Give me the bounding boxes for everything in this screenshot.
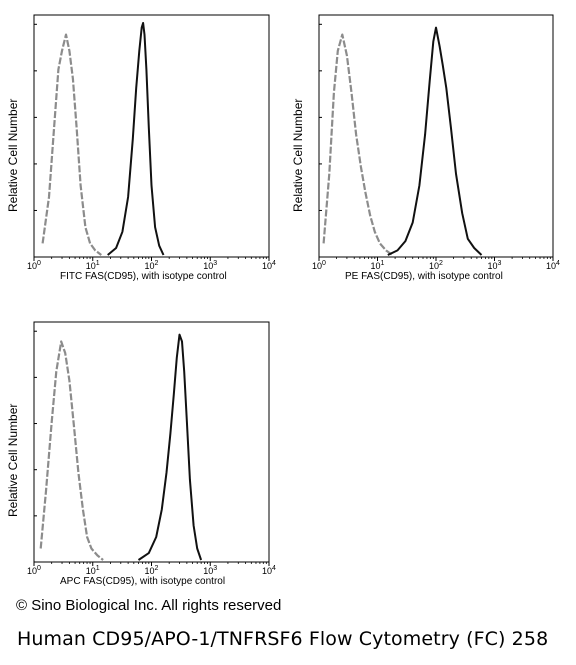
x-tick-base: 10 bbox=[27, 566, 38, 576]
fas-cd95-histogram bbox=[107, 22, 165, 256]
isotype-control-histogram bbox=[39, 340, 104, 561]
x-tick-exponent: 2 bbox=[439, 260, 443, 267]
x-tick-label: 103 bbox=[488, 260, 502, 271]
chart-panel-1 bbox=[33, 14, 270, 261]
x-tick-label: 104 bbox=[262, 260, 276, 271]
x-tick-base: 10 bbox=[203, 261, 214, 271]
x-tick-base: 10 bbox=[203, 566, 214, 576]
x-tick-label: 101 bbox=[371, 260, 385, 271]
fas-cd95-histogram bbox=[387, 26, 483, 256]
x-tick-base: 10 bbox=[144, 261, 155, 271]
x-tick-exponent: 2 bbox=[154, 260, 159, 267]
y-axis-label: Relative Cell Number bbox=[6, 403, 20, 517]
x-tick-base: 10 bbox=[487, 261, 498, 271]
x-tick-exponent: 4 bbox=[272, 565, 276, 572]
y-axis-label: Relative Cell Number bbox=[6, 98, 20, 212]
x-tick-exponent: 2 bbox=[154, 565, 159, 572]
x-tick-base: 10 bbox=[262, 566, 273, 576]
x-tick-label: 100 bbox=[27, 260, 41, 271]
y-axis-label: Relative Cell Number bbox=[291, 98, 305, 212]
x-tick-base: 10 bbox=[144, 566, 155, 576]
x-axis-label: FITC FAS(CD95), with isotype control bbox=[60, 271, 227, 282]
plot-frame bbox=[318, 14, 554, 258]
x-tick-label: 102 bbox=[429, 260, 443, 271]
fas-cd95-histogram bbox=[137, 333, 203, 561]
isotype-control-histogram bbox=[322, 33, 394, 256]
chart-panel-3 bbox=[33, 321, 270, 566]
x-tick-exponent: 4 bbox=[556, 260, 560, 267]
isotype-control-histogram bbox=[41, 33, 102, 256]
x-tick-label: 102 bbox=[145, 260, 159, 271]
x-axis-label: APC FAS(CD95), with isotype control bbox=[60, 576, 226, 587]
x-tick-exponent: 1 bbox=[380, 260, 385, 267]
x-tick-exponent: 4 bbox=[272, 260, 276, 267]
x-tick-label: 101 bbox=[86, 260, 100, 271]
x-tick-label: 104 bbox=[546, 260, 560, 271]
chart-panel-2 bbox=[318, 14, 554, 261]
x-axis-label: PE FAS(CD95), with isotype control bbox=[345, 271, 503, 282]
x-tick-base: 10 bbox=[370, 261, 381, 271]
x-tick-base: 10 bbox=[429, 261, 440, 271]
x-tick-exponent: 1 bbox=[95, 260, 100, 267]
x-tick-base: 10 bbox=[312, 261, 323, 271]
x-tick-base: 10 bbox=[546, 261, 557, 271]
x-tick-label: 103 bbox=[203, 260, 217, 271]
x-tick-base: 10 bbox=[85, 261, 96, 271]
x-tick-exponent: 3 bbox=[213, 260, 218, 267]
plot-frame bbox=[33, 321, 270, 563]
x-tick-exponent: 3 bbox=[497, 260, 502, 267]
x-tick-label: 103 bbox=[203, 565, 217, 576]
x-tick-label: 101 bbox=[86, 565, 100, 576]
x-tick-base: 10 bbox=[262, 261, 273, 271]
x-tick-exponent: 0 bbox=[322, 260, 326, 267]
figure-caption: Human CD95/APO-1/TNFRSF6 Flow Cytometry … bbox=[17, 628, 549, 650]
x-tick-label: 104 bbox=[262, 565, 276, 576]
x-tick-base: 10 bbox=[27, 261, 38, 271]
copyright-notice: © Sino Biological Inc. All rights reserv… bbox=[16, 597, 282, 614]
x-tick-label: 100 bbox=[27, 565, 41, 576]
x-tick-exponent: 1 bbox=[95, 565, 100, 572]
x-tick-base: 10 bbox=[85, 566, 96, 576]
x-tick-exponent: 3 bbox=[213, 565, 218, 572]
x-tick-exponent: 0 bbox=[37, 260, 41, 267]
x-tick-exponent: 0 bbox=[37, 565, 41, 572]
x-tick-label: 100 bbox=[312, 260, 326, 271]
x-tick-label: 102 bbox=[145, 565, 159, 576]
